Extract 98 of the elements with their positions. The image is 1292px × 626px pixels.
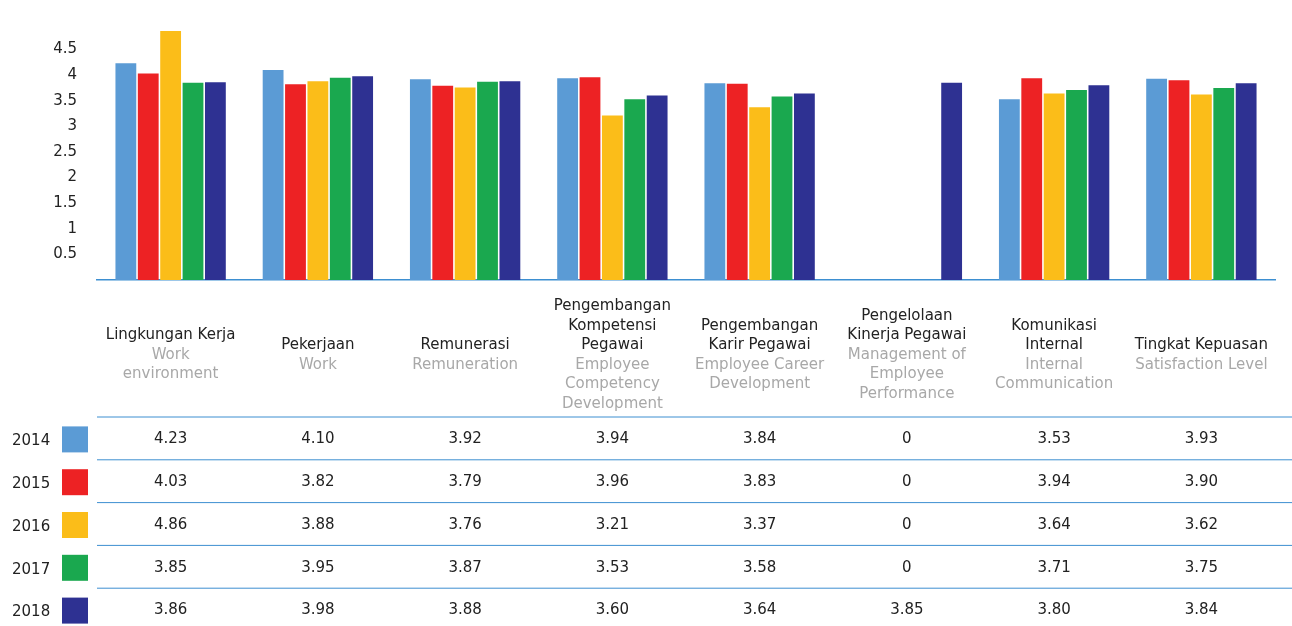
data-label: 0 [902, 429, 912, 448]
data-label: 0 [902, 557, 912, 576]
data-label: 3.85 [153, 557, 188, 576]
bar [182, 82, 204, 280]
data-label: 3.64 [1037, 514, 1071, 533]
data-label: 3.83 [742, 472, 777, 491]
bar [1168, 80, 1190, 280]
data-label: 0 [902, 472, 912, 491]
legend-label: 2017 [12, 559, 51, 578]
data-label: 3.37 [742, 514, 777, 533]
y-tick-label: 4.5 [53, 39, 77, 58]
data-label: 3.87 [448, 557, 482, 576]
x-tick-label: Pengembangan Kompetensi Pegawai Employee Competency Development [553, 296, 671, 412]
bar [793, 93, 815, 280]
bar [1043, 93, 1065, 280]
bar [704, 83, 726, 280]
data-label: 0 [902, 514, 912, 533]
x-tick-label: Lingkungan Kerja Work environment [105, 325, 236, 383]
y-tick-label: 4 [67, 64, 77, 83]
bar [1021, 78, 1043, 280]
data-label: 3.90 [1184, 472, 1219, 491]
bar [1190, 94, 1212, 280]
bar [477, 81, 498, 280]
data-label: 3.94 [595, 429, 630, 448]
bar [646, 95, 668, 280]
x-tick-label: Pengembangan Karir Pegawai Employee Career Development [695, 315, 826, 393]
legend-label: 2016 [12, 516, 51, 535]
bar [998, 99, 1020, 280]
legend-label: 2015 [12, 474, 51, 493]
data-label: 3.93 [1184, 429, 1219, 448]
data-label: 3.60 [595, 600, 630, 619]
bar [1146, 78, 1168, 280]
bar [726, 83, 748, 280]
y-tick-label: 3 [67, 116, 77, 135]
data-label: 3.86 [153, 600, 188, 619]
data-label: 3.96 [595, 472, 630, 491]
data-label: 4.03 [153, 472, 188, 491]
bar [1066, 89, 1087, 280]
x-tick-label: Tingkat Kepuasan Satisfaction Level [1133, 335, 1268, 373]
y-tick-label: 2.5 [53, 141, 77, 160]
data-label: 4.10 [301, 429, 335, 448]
bar [454, 87, 476, 280]
data-label: 3.21 [595, 514, 630, 533]
x-tick-label: Komunikasi Internal Internal Communication [995, 315, 1114, 393]
bar [329, 77, 351, 280]
bar [307, 81, 329, 280]
data-label: 3.79 [448, 472, 482, 491]
x-tick-label: Pekerjaan Work [281, 335, 355, 373]
data-label: 3.53 [1037, 429, 1071, 448]
bar [601, 115, 623, 280]
data-label: 4.86 [153, 514, 188, 533]
data-label: 3.62 [1184, 514, 1219, 533]
bar [499, 81, 521, 280]
data-label: 3.80 [1037, 600, 1071, 619]
bar [749, 107, 771, 280]
bar [285, 84, 306, 280]
data-label: 3.84 [1184, 600, 1219, 619]
data-label: 3.85 [890, 600, 924, 619]
bar [941, 82, 963, 280]
data-label: 3.92 [448, 429, 482, 448]
y-tick-label: 2 [67, 167, 77, 186]
bar [771, 96, 793, 280]
y-tick-label: 0.5 [53, 244, 77, 263]
data-label: 3.84 [742, 429, 777, 448]
bar [432, 85, 454, 280]
bar [204, 82, 226, 280]
bar [409, 79, 431, 280]
x-tick-label: Pengelolaan Kinerja Pegawai Management of Employee Performance [847, 305, 967, 402]
y-tick-label: 1.5 [53, 193, 77, 212]
bar [137, 73, 159, 280]
data-label: 3.53 [595, 557, 630, 576]
y-tick-label: 3.5 [53, 90, 77, 109]
bar [1213, 87, 1235, 280]
legend-label: 2018 [12, 602, 51, 621]
data-label: 3.76 [448, 514, 482, 533]
bar [1088, 85, 1110, 280]
data-label: 3.88 [448, 600, 482, 619]
bar [115, 63, 137, 280]
x-tick-label: Remunerasi Remuneration [412, 335, 519, 373]
data-label: 3.94 [1037, 472, 1071, 491]
bar [579, 77, 601, 280]
data-label: 3.88 [301, 514, 335, 533]
legend-label: 2014 [12, 431, 51, 450]
data-label: 3.95 [301, 557, 335, 576]
y-tick-label: 1 [67, 218, 77, 237]
data-label: 4.23 [153, 429, 188, 448]
data-label: 3.82 [301, 472, 335, 491]
bar [160, 31, 182, 280]
bar [352, 76, 374, 280]
data-label: 3.58 [742, 557, 777, 576]
bar [624, 99, 646, 280]
data-label: 3.75 [1184, 557, 1219, 576]
bar [262, 69, 284, 280]
bar [557, 78, 579, 280]
bar [1235, 83, 1257, 280]
data-label: 3.64 [742, 600, 777, 619]
data-label: 3.71 [1037, 557, 1071, 576]
data-label: 3.98 [301, 600, 335, 619]
